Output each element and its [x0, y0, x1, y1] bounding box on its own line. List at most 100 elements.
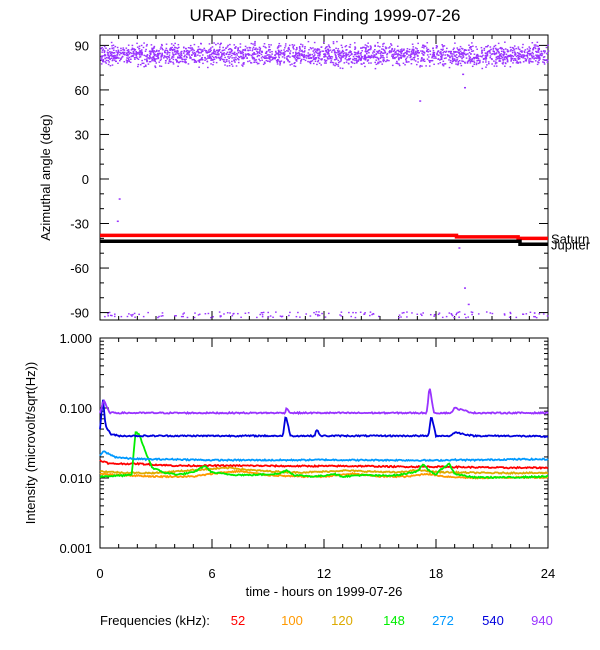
direction-point: [254, 44, 256, 46]
direction-point: [176, 47, 179, 49]
direction-point: [304, 46, 306, 48]
direction-point: [162, 48, 164, 51]
direction-point: [467, 49, 470, 51]
direction-point: [179, 57, 181, 59]
direction-point: [145, 45, 148, 47]
direction-point: [324, 53, 326, 55]
direction-point: [214, 51, 217, 53]
direction-point: [213, 42, 215, 44]
direction-point: [233, 57, 235, 59]
direction-point: [140, 49, 143, 51]
direction-point: [372, 55, 375, 57]
direction-point: [240, 52, 242, 55]
direction-point: [114, 54, 116, 57]
direction-point: [325, 55, 327, 58]
direction-point: [242, 53, 245, 56]
direction-point: [420, 57, 423, 59]
direction-point: [105, 59, 108, 62]
direction-point: [363, 56, 366, 58]
direction-point: [219, 51, 222, 54]
direction-point: [481, 50, 483, 52]
direction-point: [390, 51, 393, 53]
direction-point: [127, 49, 130, 51]
direction-point: [145, 65, 147, 67]
direction-point: [500, 50, 503, 53]
direction-point: [116, 56, 119, 59]
direction-point: [475, 62, 478, 64]
direction-point: [531, 57, 534, 59]
direction-point: [292, 48, 295, 50]
direction-point: [127, 58, 130, 61]
direction-point: [473, 60, 475, 62]
direction-point: [155, 62, 158, 64]
direction-point: [529, 47, 531, 50]
direction-point: [133, 56, 136, 59]
direction-point: [313, 55, 315, 57]
direction-point: [518, 48, 521, 51]
direction-point: [345, 61, 348, 63]
direction-point: [330, 58, 333, 60]
direction-point: [382, 45, 384, 48]
direction-point: [417, 58, 419, 60]
direction-point: [425, 47, 428, 49]
direction-point: [160, 43, 163, 46]
direction-point: [318, 52, 321, 54]
direction-point: [185, 50, 188, 52]
direction-point: [129, 51, 132, 54]
direction-point: [417, 50, 420, 52]
direction-point: [469, 62, 472, 64]
direction-point: [257, 54, 259, 56]
direction-point: [373, 56, 376, 58]
direction-point: [267, 60, 269, 62]
direction-point: [412, 53, 415, 55]
direction-point: [364, 57, 366, 59]
direction-point: [198, 313, 201, 315]
direction-point: [194, 52, 197, 55]
direction-point: [230, 48, 233, 51]
direction-point: [322, 50, 325, 52]
direction-point: [265, 55, 267, 57]
direction-point: [251, 49, 254, 52]
direction-point: [386, 56, 388, 58]
direction-point: [528, 61, 530, 63]
direction-point: [511, 55, 514, 57]
direction-point: [172, 53, 174, 56]
direction-point: [297, 52, 300, 54]
direction-point: [414, 51, 417, 54]
direction-point: [518, 53, 520, 55]
direction-point: [503, 53, 506, 55]
direction-point: [183, 312, 185, 314]
direction-point: [311, 60, 314, 62]
direction-point: [455, 60, 457, 63]
direction-point: [219, 46, 221, 48]
direction-point: [317, 59, 320, 62]
direction-point: [391, 53, 394, 56]
direction-point: [311, 53, 314, 56]
direction-point: [143, 42, 145, 44]
direction-point: [470, 46, 473, 48]
legend-entry-272: 272: [432, 613, 454, 628]
direction-point: [153, 53, 156, 56]
direction-point: [214, 55, 217, 58]
direction-point: [457, 48, 459, 51]
direction-point: [258, 58, 260, 61]
direction-point: [141, 51, 143, 53]
direction-point: [398, 50, 400, 53]
direction-point: [364, 56, 367, 58]
direction-point: [370, 62, 372, 64]
direction-point: [317, 53, 320, 55]
direction-point: [314, 50, 317, 53]
direction-point: [433, 54, 436, 56]
direction-point: [127, 44, 130, 46]
direction-point: [337, 63, 339, 66]
direction-point: [138, 45, 141, 47]
direction-point: [188, 51, 191, 53]
direction-point: [209, 57, 212, 59]
direction-point: [547, 44, 549, 47]
direction-point: [255, 47, 257, 49]
direction-point: [210, 47, 212, 49]
direction-point: [307, 54, 310, 56]
direction-point: [242, 57, 245, 59]
direction-point: [308, 49, 310, 51]
direction-point: [333, 49, 335, 51]
